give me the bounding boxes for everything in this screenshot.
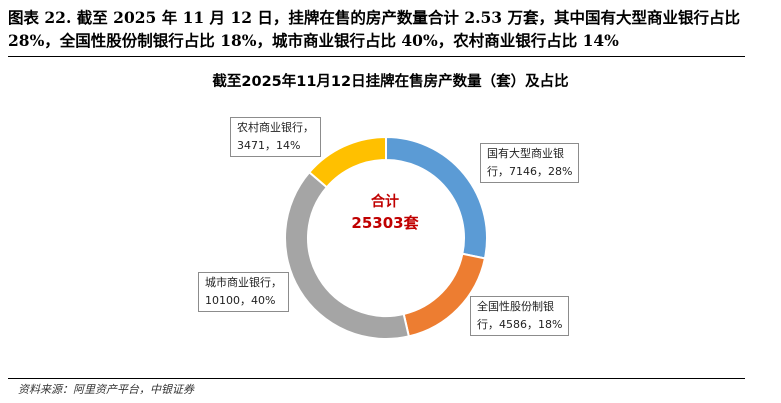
center-total: 合计 25303套 (310, 192, 460, 234)
slice-label-line: 行，4586，18% (477, 318, 563, 331)
slice-label-line: 国有大型商业银 (487, 147, 564, 160)
source-note: 资料来源：阿里资产平台，中银证券 (18, 383, 194, 396)
figure-title: 图表 22. 截至 2025 年 11 月 12 日，挂牌在售的房产数量合计 2… (8, 8, 740, 50)
slice-label-line: 行，7146，28% (487, 165, 573, 178)
chart-title: 截至2025年11月12日挂牌在售房产数量（套）及占比 (212, 74, 569, 90)
slice-label-city-bank: 城市商业银行， 10100，40% (198, 272, 289, 312)
slice-label-joint-stock-bank: 全国性股份制银 行，4586，18% (470, 296, 570, 336)
slice-label-line: 10100，40% (205, 294, 276, 307)
slice-label-state-bank: 国有大型商业银 行，7146，28% (480, 143, 580, 183)
slice-label-line: 农村商业银行， (237, 121, 314, 134)
slice-label-line: 城市商业银行， (205, 276, 282, 289)
center-label: 合计 (371, 194, 399, 210)
bottom-rule (8, 378, 745, 379)
center-value: 25303套 (351, 214, 419, 232)
slice-label-rural-bank: 农村商业银行， 3471，14% (230, 117, 321, 157)
slice-label-line: 3471，14% (237, 139, 301, 152)
top-rule (8, 56, 745, 57)
slice-label-line: 全国性股份制银 (477, 300, 554, 313)
slice-rural-bank (307, 135, 387, 189)
